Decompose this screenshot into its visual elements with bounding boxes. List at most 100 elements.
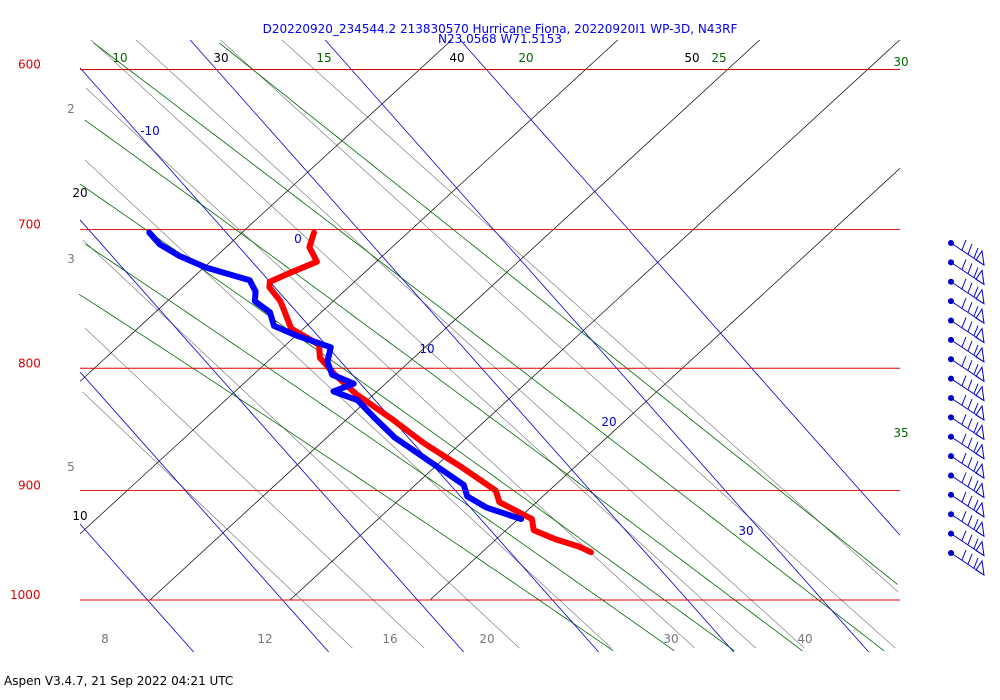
wind-barb-flag — [961, 356, 967, 367]
wind-barb-flag — [961, 278, 967, 289]
moist-adiabats — [78, 42, 898, 652]
mixing-ratio-label: 12 — [257, 632, 272, 646]
wind-barb — [948, 394, 985, 421]
wind-barb-flag — [967, 553, 973, 565]
wind-barb-flag — [973, 460, 979, 472]
isotherm-line — [79, 523, 194, 653]
wind-barb-pennant — [975, 288, 985, 305]
moist-adiabat-label: 30 — [893, 55, 908, 69]
wind-barb-flag — [973, 267, 979, 278]
dry-adiabat-label: 40 — [449, 51, 464, 65]
wind-barb-pennant — [975, 307, 985, 325]
software-footer: Aspen V3.4.7, 21 Sep 2022 04:21 UTC — [4, 674, 234, 688]
dry-adiabat-line — [289, 39, 900, 601]
mixing-ratio-label: 40 — [797, 632, 812, 646]
wind-barb-flag — [961, 414, 967, 425]
pressure-label: 900 — [18, 479, 41, 493]
wind-barb-flag — [961, 472, 967, 483]
wind-barb — [948, 511, 985, 538]
wind-barb-flag — [973, 422, 979, 433]
mixing-ratio-line — [220, 39, 896, 649]
moist-adiabat-label: 35 — [893, 426, 908, 440]
wind-barb — [948, 317, 985, 344]
wind-barb-flag — [967, 398, 973, 410]
wind-barb-pennant — [975, 365, 985, 383]
isotherm-label: 0 — [294, 232, 302, 246]
mixing-ratio-line — [90, 39, 757, 649]
isotherm-line — [79, 219, 464, 653]
wind-barb-flag — [967, 495, 973, 507]
chart-title-line1: D20220920_234544.2 213830570 Hurricane F… — [263, 22, 738, 36]
wind-barb — [948, 452, 985, 480]
wind-barb-flag — [967, 301, 973, 313]
dry-adiabat-line — [429, 168, 901, 601]
wind-barb — [948, 530, 985, 557]
wind-barb — [948, 297, 985, 325]
wind-barb — [948, 336, 985, 363]
wind-barb-flag — [967, 515, 973, 526]
pressure-label: 600 — [18, 58, 41, 72]
dry-adiabat-line — [79, 39, 452, 382]
wind-barb-flag — [967, 437, 973, 448]
isotherm-label: 10 — [419, 342, 434, 356]
wind-barb-flag — [961, 317, 967, 328]
wind-barb-pennant — [975, 269, 985, 286]
isotherm-line — [324, 39, 869, 653]
wind-barb — [948, 239, 985, 266]
wind-barb-pennant — [975, 346, 985, 363]
wind-barb-pennant — [975, 424, 985, 441]
wind-barb-flag — [967, 418, 973, 429]
wind-barb-flag — [961, 297, 967, 309]
mixing-ratio-label: 5 — [67, 460, 75, 474]
wind-barb-flag — [967, 282, 973, 293]
wind-barb-pennant — [975, 501, 985, 518]
chart-title-line2: N23.0568 W71.5153 — [438, 32, 562, 46]
moist-adiabat-label: 20 — [518, 51, 533, 65]
wind-barb-pennant — [975, 249, 985, 266]
wind-barb-pennant — [975, 443, 985, 460]
moist-adiabat-line — [219, 42, 898, 585]
isotherm-label: -10 — [140, 124, 160, 138]
wind-barb-flag — [973, 557, 979, 569]
wind-barb-flag — [973, 286, 979, 297]
pressure-label: 700 — [18, 218, 41, 232]
wind-barb-pennant — [975, 327, 985, 344]
wind-barb-flag — [967, 456, 973, 468]
isotherms — [79, 39, 901, 653]
wind-barb-flag — [973, 344, 979, 356]
wind-barb-pennant — [975, 462, 985, 480]
wind-barb-flag — [961, 491, 967, 503]
wind-barb-pennant — [975, 520, 985, 538]
wind-barb — [948, 414, 985, 441]
wind-barb-flag — [961, 452, 967, 464]
wind-barb-pennant — [975, 559, 985, 576]
wind-barb-flag — [973, 441, 979, 452]
wind-barb-flag — [961, 549, 967, 561]
mixing-ratio-label: 16 — [382, 632, 397, 646]
axis-labels: 600 700 800 900 1000 -10 0 10 20 30 30 40 50 20 10 10 15… — [10, 51, 909, 646]
dry-adiabat-label: 10 — [72, 509, 87, 523]
isotherm-line — [79, 371, 329, 653]
wind-barb-flag — [973, 305, 979, 317]
mixing-ratio-lines — [82, 39, 899, 649]
wind-barb-flag — [967, 243, 973, 255]
isotherm-label: 20 — [601, 415, 616, 429]
wind-barb — [948, 549, 985, 576]
wind-barb-pennant — [975, 385, 985, 402]
wind-barb-flag — [973, 480, 979, 491]
wind-barb-flag — [967, 534, 973, 545]
wind-barb-flag — [973, 402, 979, 414]
mixing-ratio-line — [84, 327, 425, 649]
wind-barb-flag — [961, 375, 967, 386]
wind-barb — [948, 472, 985, 499]
dewpoint-trace — [146, 229, 525, 522]
wind-barb-flag — [961, 433, 967, 444]
mixing-ratio-line — [135, 39, 805, 649]
mixing-ratio-line — [82, 239, 520, 649]
isotherm-line — [459, 39, 901, 536]
wind-barb-pennant — [975, 540, 985, 557]
isotherm-label: 30 — [738, 524, 753, 538]
moist-adiabat-line — [93, 42, 885, 652]
wind-barb-flag — [967, 379, 973, 390]
wind-barb-flag — [967, 360, 973, 371]
